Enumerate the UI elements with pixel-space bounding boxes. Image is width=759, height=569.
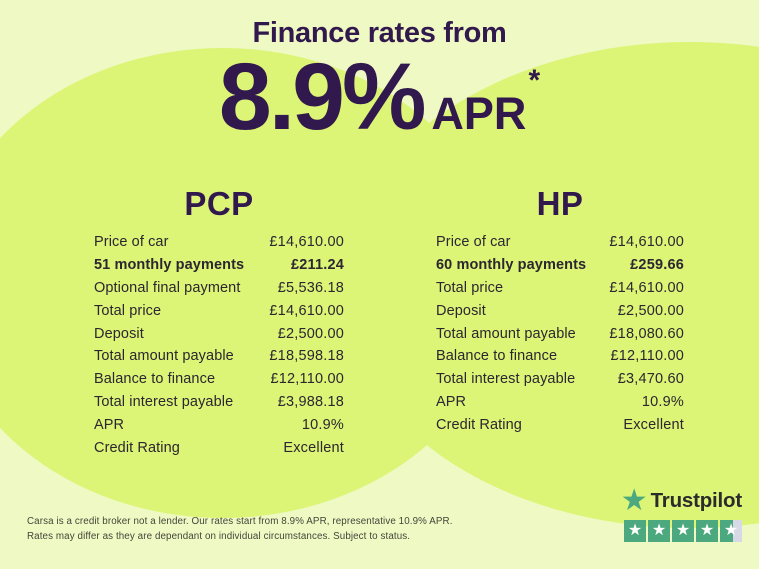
finance-row: Total amount payable £18,080.60	[436, 322, 684, 345]
star-glyph: ★	[651, 522, 667, 539]
headline: Finance rates from 8.9% APR *	[0, 0, 759, 145]
pcp-table: Price of car £14,610.00 51 monthly payment…	[94, 231, 344, 459]
finance-row-label: Credit Rating	[94, 439, 180, 456]
finance-row-value: 10.9%	[301, 416, 344, 433]
hp-title: HP	[536, 185, 584, 222]
finance-row: Optional final payment £5,536.18	[94, 277, 344, 300]
headline-eyebrow: Finance rates from	[252, 17, 507, 49]
finance-row: Total interest payable £3,988.18	[94, 391, 344, 414]
finance-row-value: £12,110.00	[610, 348, 684, 365]
finance-row: Credit Rating Excellent	[94, 436, 344, 459]
finance-row-label: Total price	[94, 302, 162, 319]
finance-row-label: Balance to finance	[94, 371, 216, 388]
finance-row-label: Balance to finance	[436, 348, 558, 365]
star-glyph: ★	[699, 522, 715, 539]
pcp-title: PCP	[184, 185, 254, 222]
trustpilot-star-rating: ★ ★ ★ ★ ★	[621, 520, 742, 542]
trustpilot-brand-name: Trustpilot	[650, 489, 743, 512]
finance-row-label: Credit Rating	[436, 416, 522, 433]
finance-row-label: 51 monthly payments	[94, 257, 245, 274]
finance-row: Deposit £2,500.00	[94, 322, 344, 345]
finance-row-value: Excellent	[623, 416, 684, 433]
finance-row-label: Total interest payable	[94, 393, 234, 410]
finance-row: Total price £14,610.00	[436, 277, 684, 300]
finance-row-value: £14,610.00	[269, 234, 344, 251]
finance-row: APR 10.9%	[94, 413, 344, 436]
finance-row-label: Price of car	[94, 234, 169, 251]
finance-row-value: £211.24	[290, 257, 344, 274]
finance-row: Price of car £14,610.00	[436, 231, 684, 254]
finance-row-value: £259.66	[630, 257, 684, 274]
finance-row: Total interest payable £3,470.60	[436, 368, 684, 391]
rating-star-icon: ★	[720, 520, 742, 542]
finance-row-value: £5,536.18	[277, 279, 344, 296]
finance-row-label: 60 monthly payments	[436, 257, 587, 274]
finance-row-value: £18,080.60	[609, 325, 684, 342]
rating-star-icon: ★	[648, 520, 670, 542]
finance-row-value: £14,610.00	[609, 279, 684, 296]
finance-row: 60 monthly payments £259.66	[436, 254, 684, 277]
headline-asterisk: *	[528, 64, 541, 97]
finance-row-value: £3,470.60	[617, 371, 684, 388]
pcp-column: PCP Price of car £14,610.00 51 monthly pay…	[94, 186, 344, 459]
headline-rate-line: 8.9% APR *	[0, 50, 759, 145]
finance-row: Balance to finance £12,110.00	[94, 368, 344, 391]
trustpilot-logo: ★ Trustpilot	[620, 484, 743, 517]
headline-rate: 8.9%	[218, 44, 427, 150]
finance-row-value: Excellent	[283, 439, 344, 456]
rating-star-icon: ★	[624, 520, 646, 542]
finance-row-label: APR	[436, 393, 467, 410]
finance-row: APR 10.9%	[436, 391, 684, 414]
finance-row: Credit Rating Excellent	[436, 413, 684, 436]
finance-row-value: £14,610.00	[269, 302, 344, 319]
finance-row-label: Total price	[436, 279, 504, 296]
star-glyph: ★	[675, 522, 691, 539]
finance-row: Total amount payable £18,598.18	[94, 345, 344, 368]
finance-row: Price of car £14,610.00	[94, 231, 344, 254]
finance-row-label: Optional final payment	[94, 279, 241, 296]
star-glyph: ★	[723, 522, 739, 539]
finance-row-label: Deposit	[436, 302, 486, 319]
rating-star-icon: ★	[672, 520, 694, 542]
finance-row-value: £14,610.00	[609, 234, 684, 251]
trustpilot-star-icon: ★	[620, 484, 648, 517]
finance-row-label: Total amount payable	[94, 348, 234, 365]
finance-row-label: Total interest payable	[436, 371, 576, 388]
trustpilot-widget: ★ Trustpilot ★ ★ ★ ★ ★	[620, 484, 743, 542]
finance-row-value: £2,500.00	[617, 302, 684, 319]
disclaimer-line-1: Carsa is a credit broker not a lender. O…	[27, 516, 453, 527]
star-glyph: ★	[627, 522, 643, 539]
finance-row-value: £2,500.00	[277, 325, 344, 342]
finance-row-label: Price of car	[436, 234, 511, 251]
rating-star-icon: ★	[696, 520, 718, 542]
finance-row-value: 10.9%	[641, 393, 684, 410]
finance-row: 51 monthly payments £211.24	[94, 254, 344, 277]
finance-row: Deposit £2,500.00	[436, 299, 684, 322]
finance-row-label: Total amount payable	[436, 325, 576, 342]
hp-table: Price of car £14,610.00 60 monthly payment…	[436, 231, 684, 436]
finance-row: Total price £14,610.00	[94, 299, 344, 322]
finance-row-value: £18,598.18	[269, 348, 344, 365]
finance-row-label: APR	[94, 416, 125, 433]
finance-row-value: £3,988.18	[277, 393, 344, 410]
headline-apr-label: APR	[431, 88, 527, 139]
finance-row-value: £12,110.00	[270, 371, 344, 388]
hp-column: HP Price of car £14,610.00 60 monthly paym…	[436, 186, 684, 436]
legal-disclaimer: Carsa is a credit broker not a lender. O…	[27, 514, 457, 544]
finance-row-label: Deposit	[94, 325, 144, 342]
finance-row: Balance to finance £12,110.00	[436, 345, 684, 368]
disclaimer-line-2: Rates may differ as they are dependant o…	[27, 531, 411, 542]
